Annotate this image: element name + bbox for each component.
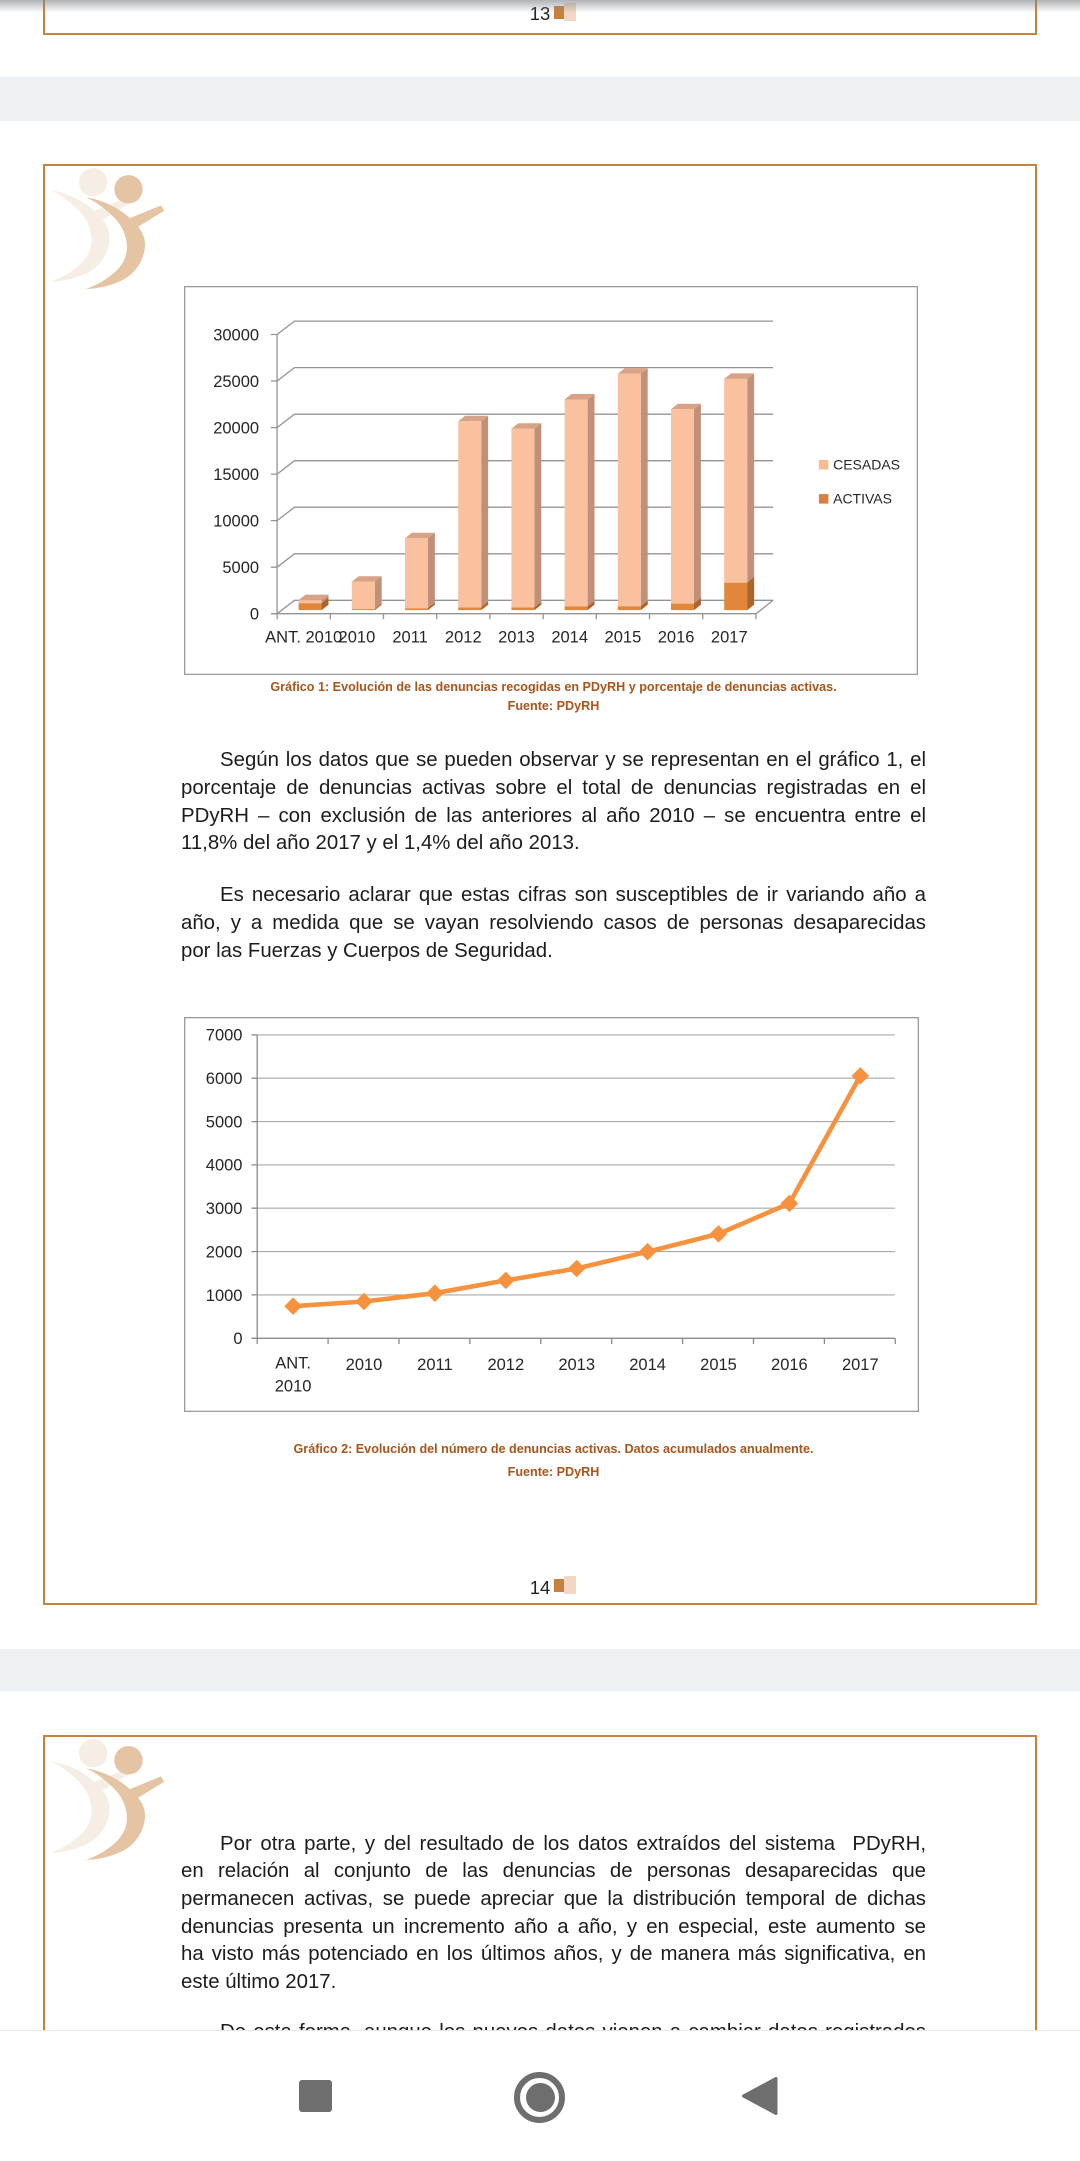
svg-text:2011: 2011 (417, 1356, 452, 1374)
svg-text:2017: 2017 (711, 628, 748, 646)
svg-text:6000: 6000 (205, 1070, 242, 1088)
svg-text:2015: 2015 (604, 628, 641, 646)
svg-text:2010: 2010 (338, 628, 375, 646)
svg-text:ANT. 2010: ANT. 2010 (265, 628, 342, 646)
svg-text:ANT.: ANT. (275, 1354, 311, 1372)
svg-text:15000: 15000 (213, 465, 259, 483)
svg-text:0: 0 (233, 1330, 242, 1348)
svg-text:2015: 2015 (700, 1356, 737, 1374)
svg-text:2017: 2017 (841, 1356, 878, 1374)
svg-text:2013: 2013 (498, 628, 535, 646)
svg-text:2012: 2012 (487, 1356, 524, 1374)
svg-text:30000: 30000 (213, 326, 259, 344)
svg-text:0: 0 (250, 605, 259, 623)
svg-text:2010: 2010 (274, 1377, 311, 1395)
svg-text:4000: 4000 (205, 1157, 242, 1175)
svg-text:20000: 20000 (213, 419, 259, 437)
svg-text:CESADAS: CESADAS (833, 456, 900, 472)
svg-text:2016: 2016 (658, 628, 695, 646)
svg-text:25000: 25000 (213, 372, 259, 390)
svg-text:5000: 5000 (222, 559, 259, 577)
svg-text:2000: 2000 (205, 1243, 242, 1261)
svg-text:2016: 2016 (771, 1356, 808, 1374)
svg-text:5000: 5000 (205, 1113, 242, 1131)
svg-text:3000: 3000 (205, 1200, 242, 1218)
svg-text:10000: 10000 (213, 512, 259, 530)
svg-text:2014: 2014 (629, 1356, 666, 1374)
svg-text:1000: 1000 (205, 1287, 242, 1305)
svg-text:2014: 2014 (551, 628, 588, 646)
svg-text:7000: 7000 (205, 1027, 242, 1045)
svg-text:2011: 2011 (392, 628, 427, 646)
svg-text:ACTIVAS: ACTIVAS (833, 490, 892, 506)
svg-text:2013: 2013 (558, 1356, 595, 1374)
svg-text:2012: 2012 (445, 628, 482, 646)
svg-text:2010: 2010 (345, 1356, 382, 1374)
